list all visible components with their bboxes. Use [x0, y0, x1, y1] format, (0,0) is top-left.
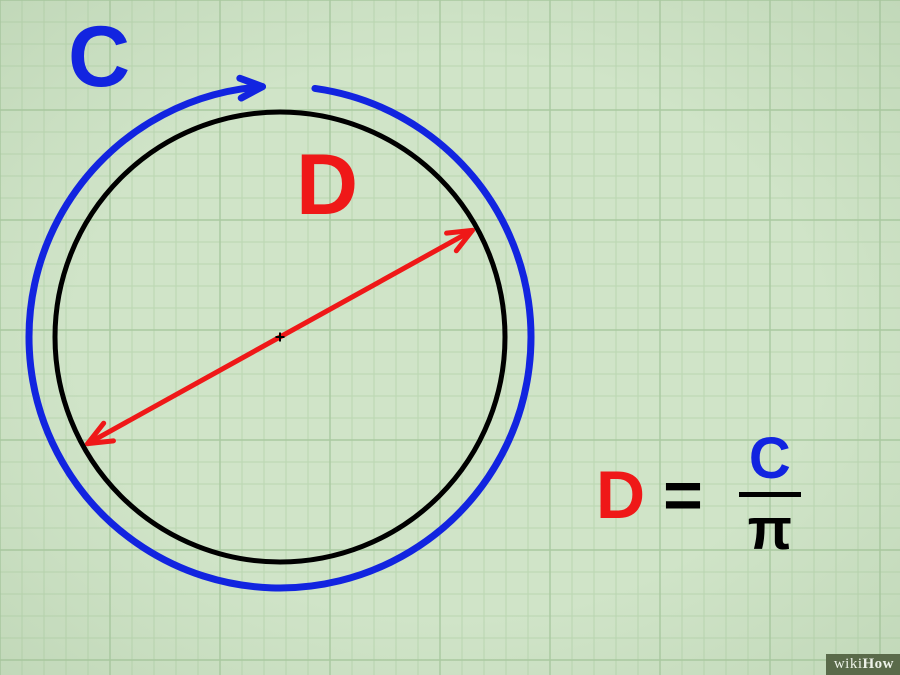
diagram-svg — [0, 0, 900, 675]
watermark-how: How — [863, 656, 895, 672]
diagram-stage: C D D = C π wikiHow — [0, 0, 900, 675]
diameter-label: D — [296, 136, 358, 235]
formula: D = C π — [596, 430, 801, 559]
formula-D: D — [596, 456, 645, 534]
circumference-label: C — [68, 8, 130, 107]
watermark: wikiHow — [826, 654, 900, 675]
formula-equals: = — [663, 456, 703, 534]
watermark-wiki: wiki — [834, 656, 863, 672]
formula-fraction: C π — [739, 430, 801, 559]
formula-pi: π — [748, 501, 792, 559]
formula-C: C — [749, 430, 791, 488]
